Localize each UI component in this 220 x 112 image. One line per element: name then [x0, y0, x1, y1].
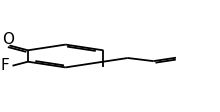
Text: F: F	[0, 58, 9, 73]
Text: O: O	[2, 32, 14, 47]
